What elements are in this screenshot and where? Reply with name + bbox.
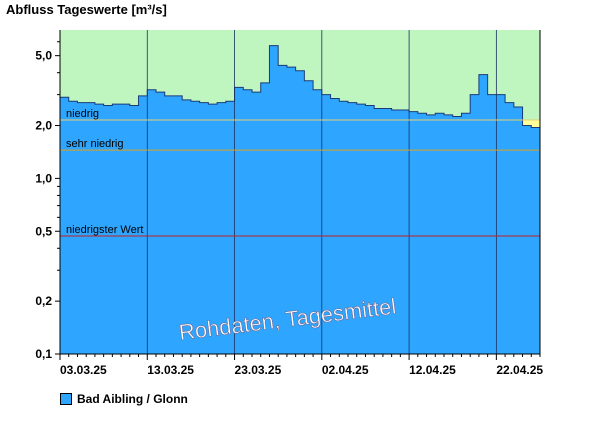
y-tick-label: 0,2 bbox=[35, 294, 52, 308]
x-tick-label: 22.04.25 bbox=[496, 363, 543, 377]
threshold-lines bbox=[60, 119, 540, 237]
series-fill bbox=[60, 45, 540, 354]
legend-swatch bbox=[60, 393, 72, 405]
y-tick-label: 2,0 bbox=[35, 119, 52, 133]
y-tick-label: 0,1 bbox=[35, 347, 52, 361]
x-tick-label: 13.03.25 bbox=[147, 363, 194, 377]
x-tick-label: 03.03.25 bbox=[60, 363, 107, 377]
x-tick-label: 02.04.25 bbox=[322, 363, 369, 377]
grid-lines bbox=[146, 30, 497, 354]
y-tick-label: 1,0 bbox=[35, 171, 52, 185]
axes bbox=[55, 30, 541, 360]
y-tick-label: 5,0 bbox=[35, 49, 52, 63]
threshold-label: niedrigster Wert bbox=[66, 224, 143, 236]
threshold-label: sehr niedrig bbox=[66, 138, 123, 150]
y-tick-label: 0,5 bbox=[35, 224, 52, 238]
threshold-label: niedrig bbox=[66, 108, 99, 120]
legend-label: Bad Aibling / Glonn bbox=[77, 392, 188, 406]
x-tick-label: 23.03.25 bbox=[235, 363, 282, 377]
chart-title: Abfluss Tageswerte [m³/s] bbox=[6, 2, 167, 17]
legend: Bad Aibling / Glonn bbox=[60, 392, 188, 406]
x-tick-label: 12.04.25 bbox=[409, 363, 456, 377]
